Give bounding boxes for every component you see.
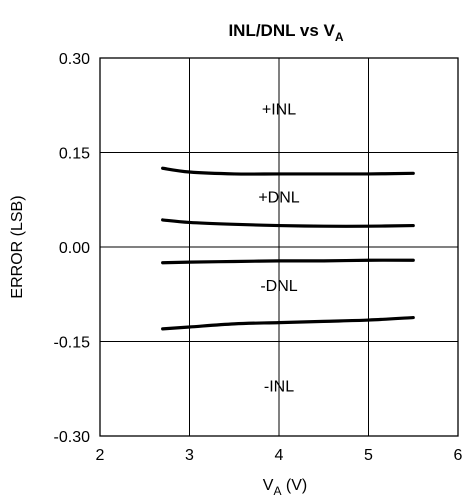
- series-annotation: -INL: [264, 379, 294, 396]
- plot-frame: [99, 57, 459, 437]
- tick-layer: 2 3 4 5 6 0.30 0.15 0.00 -0.15 -0.30: [54, 51, 463, 464]
- y-tick-label: 0.30: [59, 51, 90, 68]
- y-axis-label: ERROR (LSB): [9, 195, 26, 298]
- x-tick-label: 5: [364, 447, 373, 464]
- x-axis-label-subscript: A: [273, 484, 281, 498]
- grid-layer: [100, 58, 458, 436]
- x-axis-label: VA (V): [263, 477, 307, 498]
- x-tick-label: 3: [185, 447, 194, 464]
- x-tick-label: 4: [275, 447, 284, 464]
- y-tick-label: -0.30: [54, 429, 91, 446]
- y-tick-label: 0.15: [59, 146, 90, 163]
- minus-dnl-line: [161, 258, 415, 265]
- series-annotation: -DNL: [260, 278, 297, 295]
- plus-inl-line: [161, 166, 415, 176]
- x-tick-label: 2: [96, 447, 105, 464]
- chart-title-subscript: A: [335, 30, 344, 44]
- y-tick-label: 0.00: [59, 240, 90, 257]
- x-tick-label: 6: [454, 447, 463, 464]
- y-tick-label: -0.15: [54, 335, 91, 352]
- plus-dnl-line: [161, 218, 415, 228]
- x-axis-label-unit: (V): [281, 477, 307, 494]
- chart-title: INL/DNL vs VA: [228, 21, 343, 44]
- series-annotation: +DNL: [258, 190, 299, 207]
- annotation-layer: +INL +DNL -DNL -INL: [258, 101, 299, 395]
- minus-inl-line: [161, 315, 415, 331]
- series-layer: [161, 166, 415, 331]
- series-annotation: +INL: [262, 101, 296, 118]
